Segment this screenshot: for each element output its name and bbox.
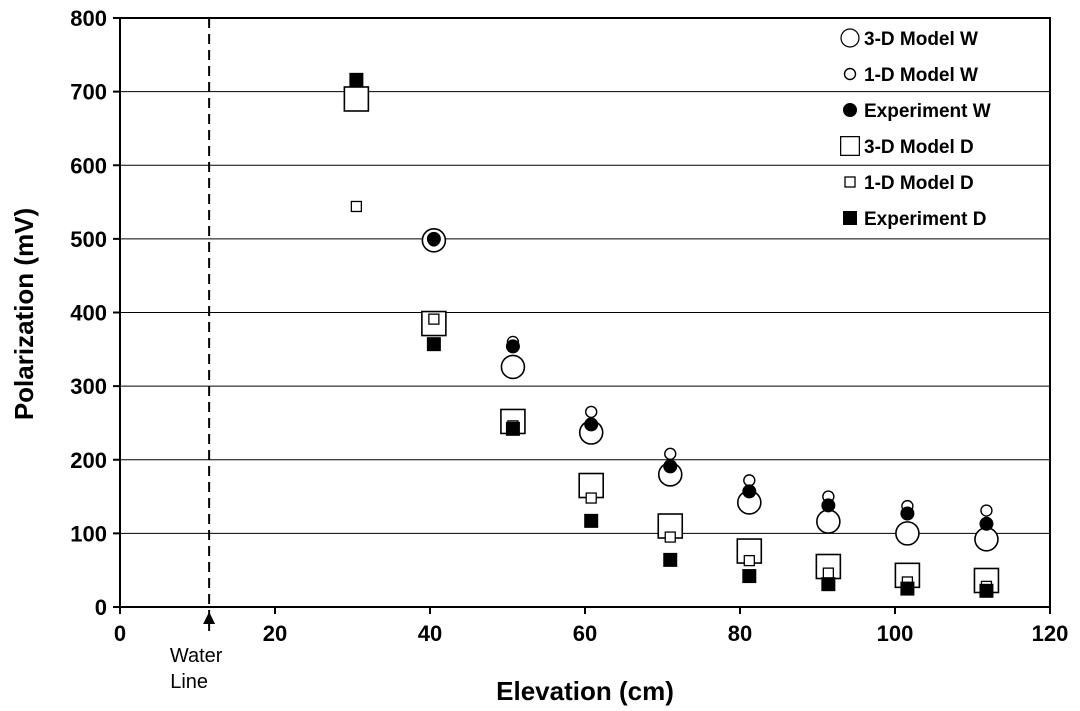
legend-label-3-d-model-d: 3-D Model D xyxy=(864,137,974,158)
point-3-d-model-w xyxy=(974,526,999,552)
point-1-d-model-d xyxy=(743,554,755,567)
legend-symbol xyxy=(843,211,857,225)
point-experiment-w xyxy=(663,459,678,474)
x-tick-label: 60 xyxy=(573,621,597,646)
legend: 3-D Model W 1-D Model W Experiment W 3-D Mo… xyxy=(840,28,991,230)
water-line-label: Water xyxy=(170,645,223,667)
point-experiment-w xyxy=(584,417,599,432)
y-tick-label: 200 xyxy=(70,448,107,473)
water-line-label: Line xyxy=(170,671,208,693)
y-tick-label: 700 xyxy=(70,80,107,105)
point-3-d-model-w xyxy=(816,509,841,534)
point-experiment-w xyxy=(979,516,994,531)
point-1-d-model-w xyxy=(743,474,756,487)
point-1-d-model-w xyxy=(664,447,677,461)
point-experiment-d xyxy=(663,552,678,567)
point-experiment-d xyxy=(900,581,915,596)
legend-label-1-d-model-d: 1-D Model D xyxy=(864,173,974,194)
point-1-d-model-d xyxy=(585,492,597,504)
legend-label-experiment-w: Experiment W xyxy=(864,101,991,122)
legend-label-experiment-d: Experiment D xyxy=(864,209,986,230)
y-tick-label: 100 xyxy=(70,521,107,546)
point-experiment-w xyxy=(900,506,915,521)
point-experiment-d xyxy=(979,583,994,598)
x-tick-label: 0 xyxy=(114,621,126,646)
y-tick-label: 400 xyxy=(70,301,107,326)
gridlines xyxy=(120,17,1050,534)
point-3-d-model-d xyxy=(343,86,370,112)
point-experiment-d xyxy=(426,337,441,352)
legend-marker-3-d-model-d xyxy=(840,136,860,156)
legend-marker-3-d-model-w xyxy=(840,28,860,48)
legend-marker-experiment-d xyxy=(843,211,857,225)
y-tick-label: 600 xyxy=(70,153,107,178)
y-tick-label: 300 xyxy=(70,374,107,399)
point-3-d-model-w xyxy=(895,521,920,546)
data-points xyxy=(343,72,1000,598)
x-axis-title: Elevation (cm) xyxy=(496,676,674,706)
legend-symbol xyxy=(843,103,857,117)
point-1-d-model-d xyxy=(350,200,363,213)
point-experiment-w xyxy=(426,231,441,246)
legend-label-1-d-model-w: 1-D Model W xyxy=(864,65,978,86)
legend-marker-1-d-model-d xyxy=(844,176,856,188)
y-tick-label: 800 xyxy=(70,6,107,31)
legend-marker-experiment-w xyxy=(843,103,857,117)
y-tick-label: 500 xyxy=(70,227,107,252)
legend-symbol xyxy=(843,67,857,81)
point-1-d-model-w xyxy=(585,405,598,419)
legend-symbol xyxy=(840,136,860,156)
x-tick-label: 80 xyxy=(728,621,752,646)
legend-label-3-d-model-w: 3-D Model W xyxy=(864,29,978,50)
y-tick-label: 0 xyxy=(95,595,107,620)
point-3-d-model-d xyxy=(894,562,921,589)
point-1-d-model-w xyxy=(980,504,993,517)
point-experiment-d xyxy=(584,513,599,528)
point-1-d-model-d xyxy=(664,531,676,543)
y-axis-title: Polarization (mV) xyxy=(9,208,39,420)
water-line-arrow xyxy=(203,612,216,624)
point-experiment-d xyxy=(742,569,757,584)
x-tick-label: 20 xyxy=(263,621,287,646)
point-3-d-model-w xyxy=(500,354,526,380)
point-experiment-d xyxy=(349,72,364,87)
point-experiment-d xyxy=(505,421,520,436)
legend-symbol xyxy=(840,28,860,48)
point-1-d-model-d xyxy=(822,567,834,579)
point-experiment-d xyxy=(821,577,836,592)
x-tick-label: 120 xyxy=(1032,621,1069,646)
x-tick-label: 100 xyxy=(877,621,914,646)
legend-symbol xyxy=(844,176,856,188)
x-tick-label: 40 xyxy=(418,621,442,646)
point-experiment-w xyxy=(742,484,757,499)
water-line-annotation: Water Line xyxy=(170,18,223,693)
point-experiment-w xyxy=(821,498,836,513)
point-experiment-w xyxy=(505,339,520,354)
point-1-d-model-d xyxy=(428,313,440,325)
legend-marker-1-d-model-w xyxy=(843,67,857,81)
axes: 0 100 200 300 400 500 600 700 800 0 20 40 60 80 100 120 xyxy=(70,6,1068,646)
